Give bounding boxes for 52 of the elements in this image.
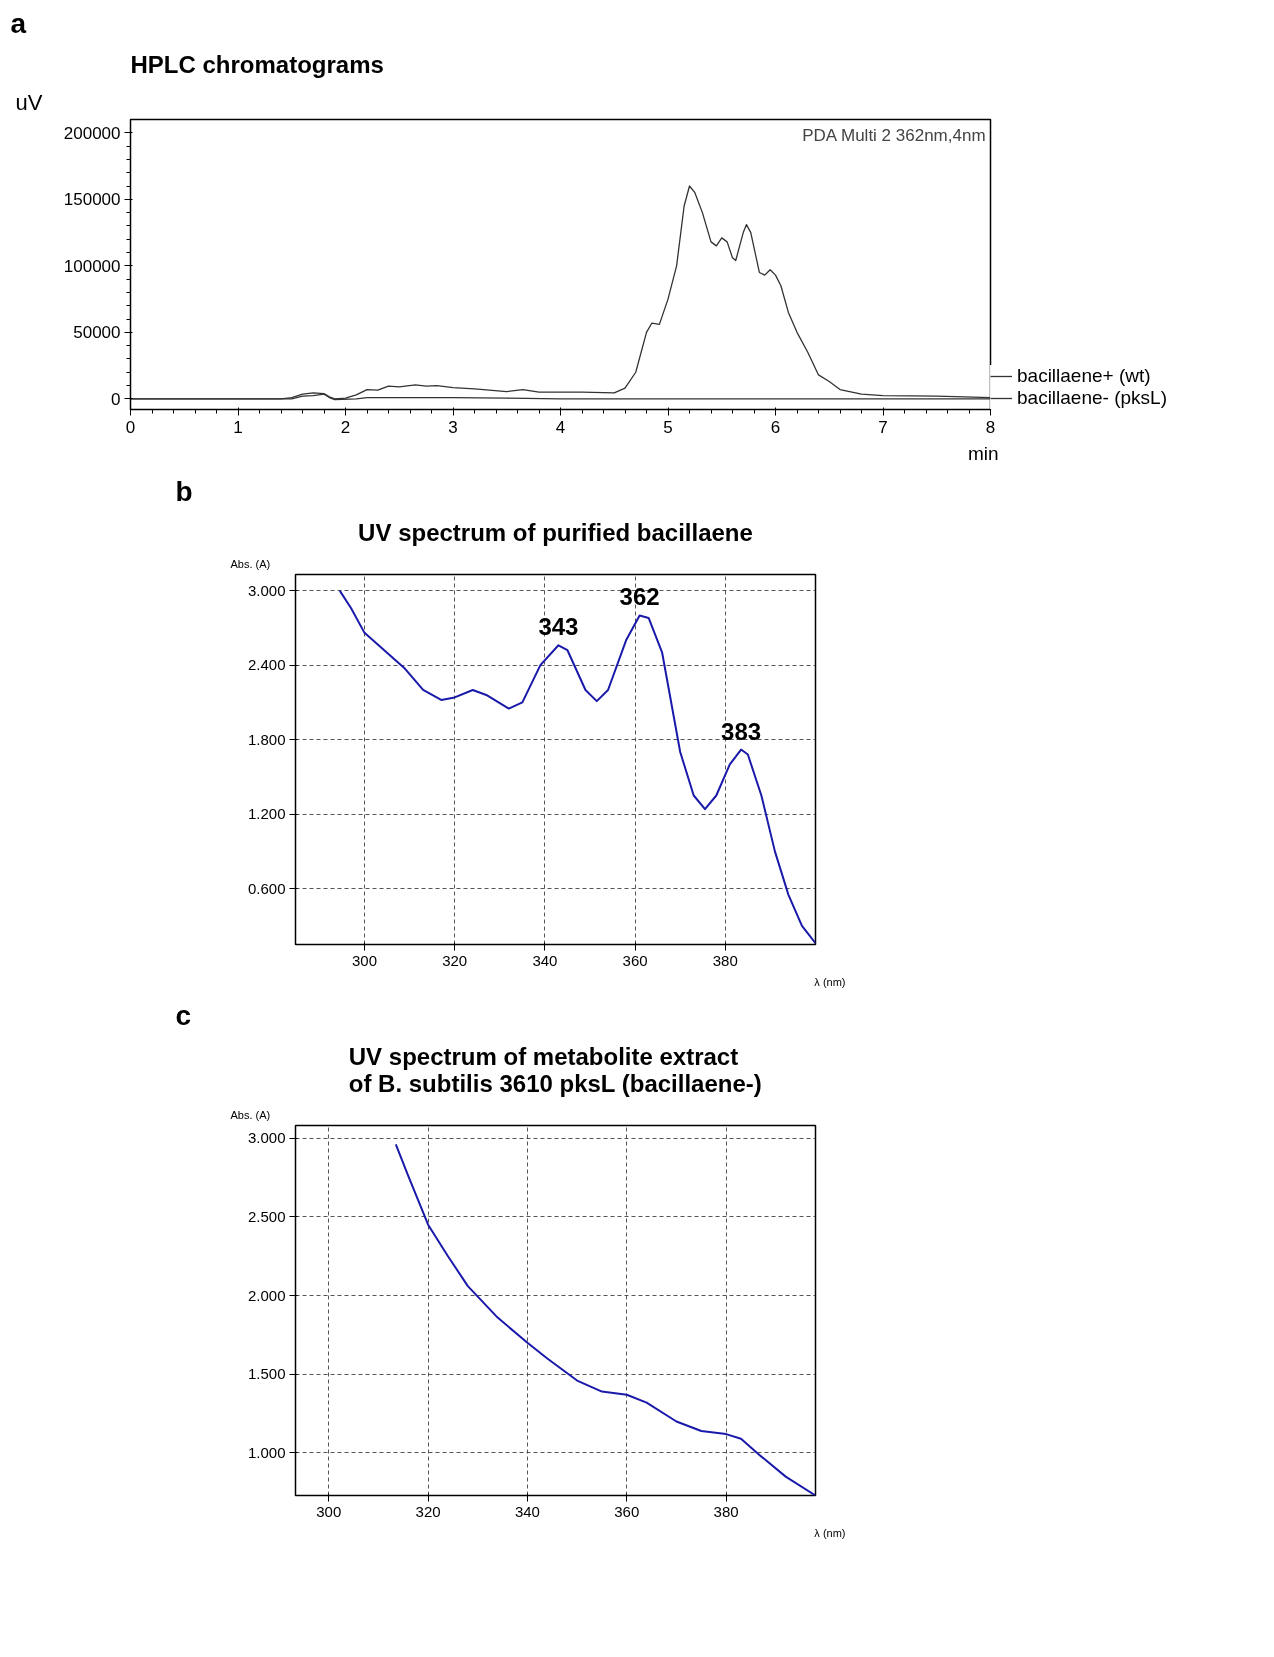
- x-tick-label: 7: [878, 417, 888, 437]
- x-tick-label: 320: [415, 1502, 441, 1520]
- y-tick-label: 1.800: [247, 730, 286, 748]
- x-axis-title: λ (nm): [814, 975, 846, 988]
- text: a: [10, 7, 27, 39]
- y-tick-label: 200000: [63, 123, 121, 143]
- y-tick-label: 3.000: [247, 581, 286, 599]
- x-tick-label: 2: [340, 417, 351, 437]
- y-axis-title: Abs. (A): [230, 1108, 271, 1121]
- annotation: 383: [721, 717, 762, 745]
- x-tick-label: 3: [448, 417, 458, 437]
- y-tick-label: 2.000: [247, 1286, 286, 1304]
- x-tick-label: 300: [351, 951, 378, 969]
- x-tick-label: 340: [532, 951, 558, 969]
- y-tick-label: 100000: [63, 256, 121, 276]
- y-tick-label: 150000: [63, 190, 121, 210]
- x-tick-label: 300: [316, 1502, 342, 1520]
- y-axis-title: uV: [15, 89, 43, 115]
- chart-title: HPLC chromatograms: [130, 50, 384, 78]
- x-axis-title: min: [967, 442, 999, 464]
- y-tick-label: 1.200: [247, 805, 286, 823]
- x-tick-label: 340: [514, 1502, 540, 1520]
- x-tick-label: 1: [233, 417, 243, 437]
- x-tick-label: 380: [713, 1502, 739, 1520]
- x-tick-label: 360: [622, 951, 648, 969]
- x-tick-label: 320: [442, 951, 468, 969]
- annotation: 362: [619, 583, 660, 611]
- annotation: 343: [538, 613, 579, 641]
- y-tick-label: 0.600: [247, 879, 286, 897]
- x-tick-label: 8: [985, 417, 996, 437]
- y-tick-label: 0: [111, 389, 121, 409]
- y-tick-label: 2.500: [247, 1207, 286, 1225]
- x-axis-title: λ (nm): [814, 1526, 846, 1539]
- legend-label: bacillaene- (pksL): [1017, 387, 1167, 409]
- x-tick-label: 6: [770, 417, 781, 437]
- y-tick-label: 1.000: [247, 1443, 286, 1461]
- x-tick-label: 0: [125, 417, 136, 437]
- x-tick-label: 4: [555, 417, 566, 437]
- text: c: [175, 999, 192, 1031]
- annotation: PDA Multi 2 362nm,4nm: [802, 125, 986, 145]
- y-tick-label: 2.400: [247, 656, 286, 674]
- y-tick-label: 1.500: [247, 1365, 286, 1383]
- y-axis-title: Abs. (A): [230, 557, 271, 570]
- chart-title: UV spectrum of purified bacillaene: [358, 518, 753, 546]
- legend-label: bacillaene+ (wt): [1017, 365, 1151, 387]
- x-tick-label: 5: [663, 417, 673, 437]
- y-tick-label: 50000: [73, 323, 121, 343]
- x-tick-label: 360: [614, 1502, 640, 1520]
- text: b: [175, 475, 193, 507]
- y-tick-label: 3.000: [247, 1129, 286, 1147]
- chart-title: UV spectrum of metabolite extract of B. subtilis 3610 pksL (bacillaene-): [348, 1042, 762, 1097]
- x-tick-label: 380: [712, 951, 738, 969]
